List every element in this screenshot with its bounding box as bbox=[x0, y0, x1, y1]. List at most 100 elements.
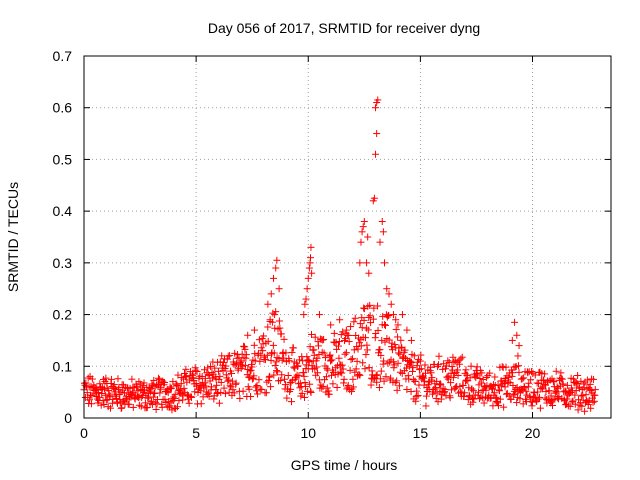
data-point bbox=[228, 377, 236, 385]
data-point bbox=[181, 373, 189, 381]
data-point bbox=[175, 397, 183, 405]
data-point bbox=[553, 383, 561, 391]
data-point bbox=[129, 403, 137, 411]
data-point bbox=[207, 383, 215, 391]
data-point bbox=[372, 104, 380, 112]
data-point bbox=[518, 375, 526, 383]
data-point bbox=[443, 373, 451, 381]
data-point bbox=[341, 350, 349, 358]
data-point bbox=[378, 217, 386, 225]
data-point bbox=[383, 313, 391, 321]
x-tick-label: 10 bbox=[300, 425, 316, 441]
data-point bbox=[281, 381, 289, 389]
data-point bbox=[390, 361, 398, 369]
chart-title: Day 056 of 2017, SRMTID for receiver dyn… bbox=[208, 20, 480, 36]
data-point bbox=[217, 378, 225, 386]
data-point bbox=[363, 346, 371, 354]
data-point bbox=[287, 385, 295, 393]
data-point bbox=[172, 405, 180, 413]
data-point bbox=[581, 407, 589, 415]
data-point bbox=[306, 254, 314, 262]
data-point bbox=[174, 371, 182, 379]
data-point bbox=[95, 393, 103, 401]
data-point bbox=[223, 355, 231, 363]
data-point bbox=[333, 384, 341, 392]
plot-frame bbox=[83, 55, 612, 419]
data-point bbox=[515, 342, 523, 350]
data-point bbox=[377, 367, 385, 375]
data-point bbox=[357, 238, 365, 246]
data-point bbox=[475, 395, 483, 403]
x-axis-label: GPS time / hours bbox=[291, 457, 398, 473]
data-point bbox=[100, 401, 108, 409]
data-point bbox=[414, 392, 422, 400]
data-point bbox=[589, 375, 597, 383]
data-point bbox=[215, 399, 223, 407]
data-point bbox=[395, 382, 403, 390]
data-point bbox=[335, 354, 343, 362]
data-point bbox=[349, 375, 357, 383]
data-point bbox=[202, 382, 210, 390]
data-point bbox=[441, 385, 449, 393]
data-point bbox=[437, 381, 445, 389]
data-point bbox=[552, 367, 560, 375]
data-point bbox=[379, 312, 387, 320]
data-point bbox=[281, 375, 289, 383]
data-point bbox=[454, 371, 462, 379]
data-point bbox=[360, 217, 368, 225]
data-point bbox=[505, 373, 513, 381]
data-point bbox=[378, 336, 386, 344]
data-point bbox=[359, 359, 367, 367]
data-point bbox=[391, 379, 399, 387]
data-point bbox=[230, 389, 238, 397]
data-point bbox=[458, 353, 466, 361]
data-point bbox=[509, 391, 517, 399]
data-point bbox=[205, 392, 213, 400]
data-point bbox=[409, 364, 417, 372]
data-point bbox=[338, 361, 346, 369]
data-point bbox=[245, 385, 253, 393]
data-point bbox=[525, 379, 533, 387]
data-point bbox=[422, 402, 430, 410]
data-point bbox=[447, 379, 455, 387]
data-point bbox=[589, 398, 597, 406]
data-point bbox=[524, 369, 532, 377]
data-point bbox=[273, 256, 281, 264]
data-point bbox=[500, 403, 508, 411]
data-point bbox=[364, 233, 372, 241]
data-point bbox=[147, 397, 155, 405]
data-point bbox=[396, 368, 404, 376]
data-point bbox=[101, 391, 109, 399]
data-point bbox=[248, 375, 256, 383]
data-point bbox=[302, 295, 310, 303]
data-point bbox=[197, 387, 205, 395]
data-point bbox=[387, 374, 395, 382]
data-point bbox=[155, 375, 163, 383]
data-point bbox=[531, 371, 539, 379]
data-point bbox=[342, 326, 350, 334]
data-point bbox=[502, 363, 510, 371]
data-point bbox=[398, 311, 406, 319]
data-point bbox=[264, 337, 272, 345]
data-point bbox=[522, 387, 530, 395]
data-point bbox=[396, 350, 404, 358]
data-point bbox=[275, 317, 283, 325]
data-point bbox=[263, 351, 271, 359]
data-point bbox=[448, 386, 456, 394]
data-point bbox=[535, 393, 543, 401]
y-tick-label: 0.7 bbox=[53, 48, 73, 64]
data-point bbox=[365, 269, 373, 277]
data-point bbox=[417, 351, 425, 359]
data-point bbox=[513, 331, 521, 339]
data-point bbox=[577, 392, 585, 400]
data-point bbox=[344, 381, 352, 389]
data-point bbox=[583, 376, 591, 384]
data-point bbox=[515, 368, 523, 376]
data-point bbox=[587, 404, 595, 412]
data-point bbox=[557, 369, 565, 377]
data-point bbox=[461, 389, 469, 397]
data-point bbox=[180, 384, 188, 392]
data-point bbox=[296, 379, 304, 387]
data-point bbox=[102, 396, 110, 404]
data-point bbox=[306, 343, 314, 351]
